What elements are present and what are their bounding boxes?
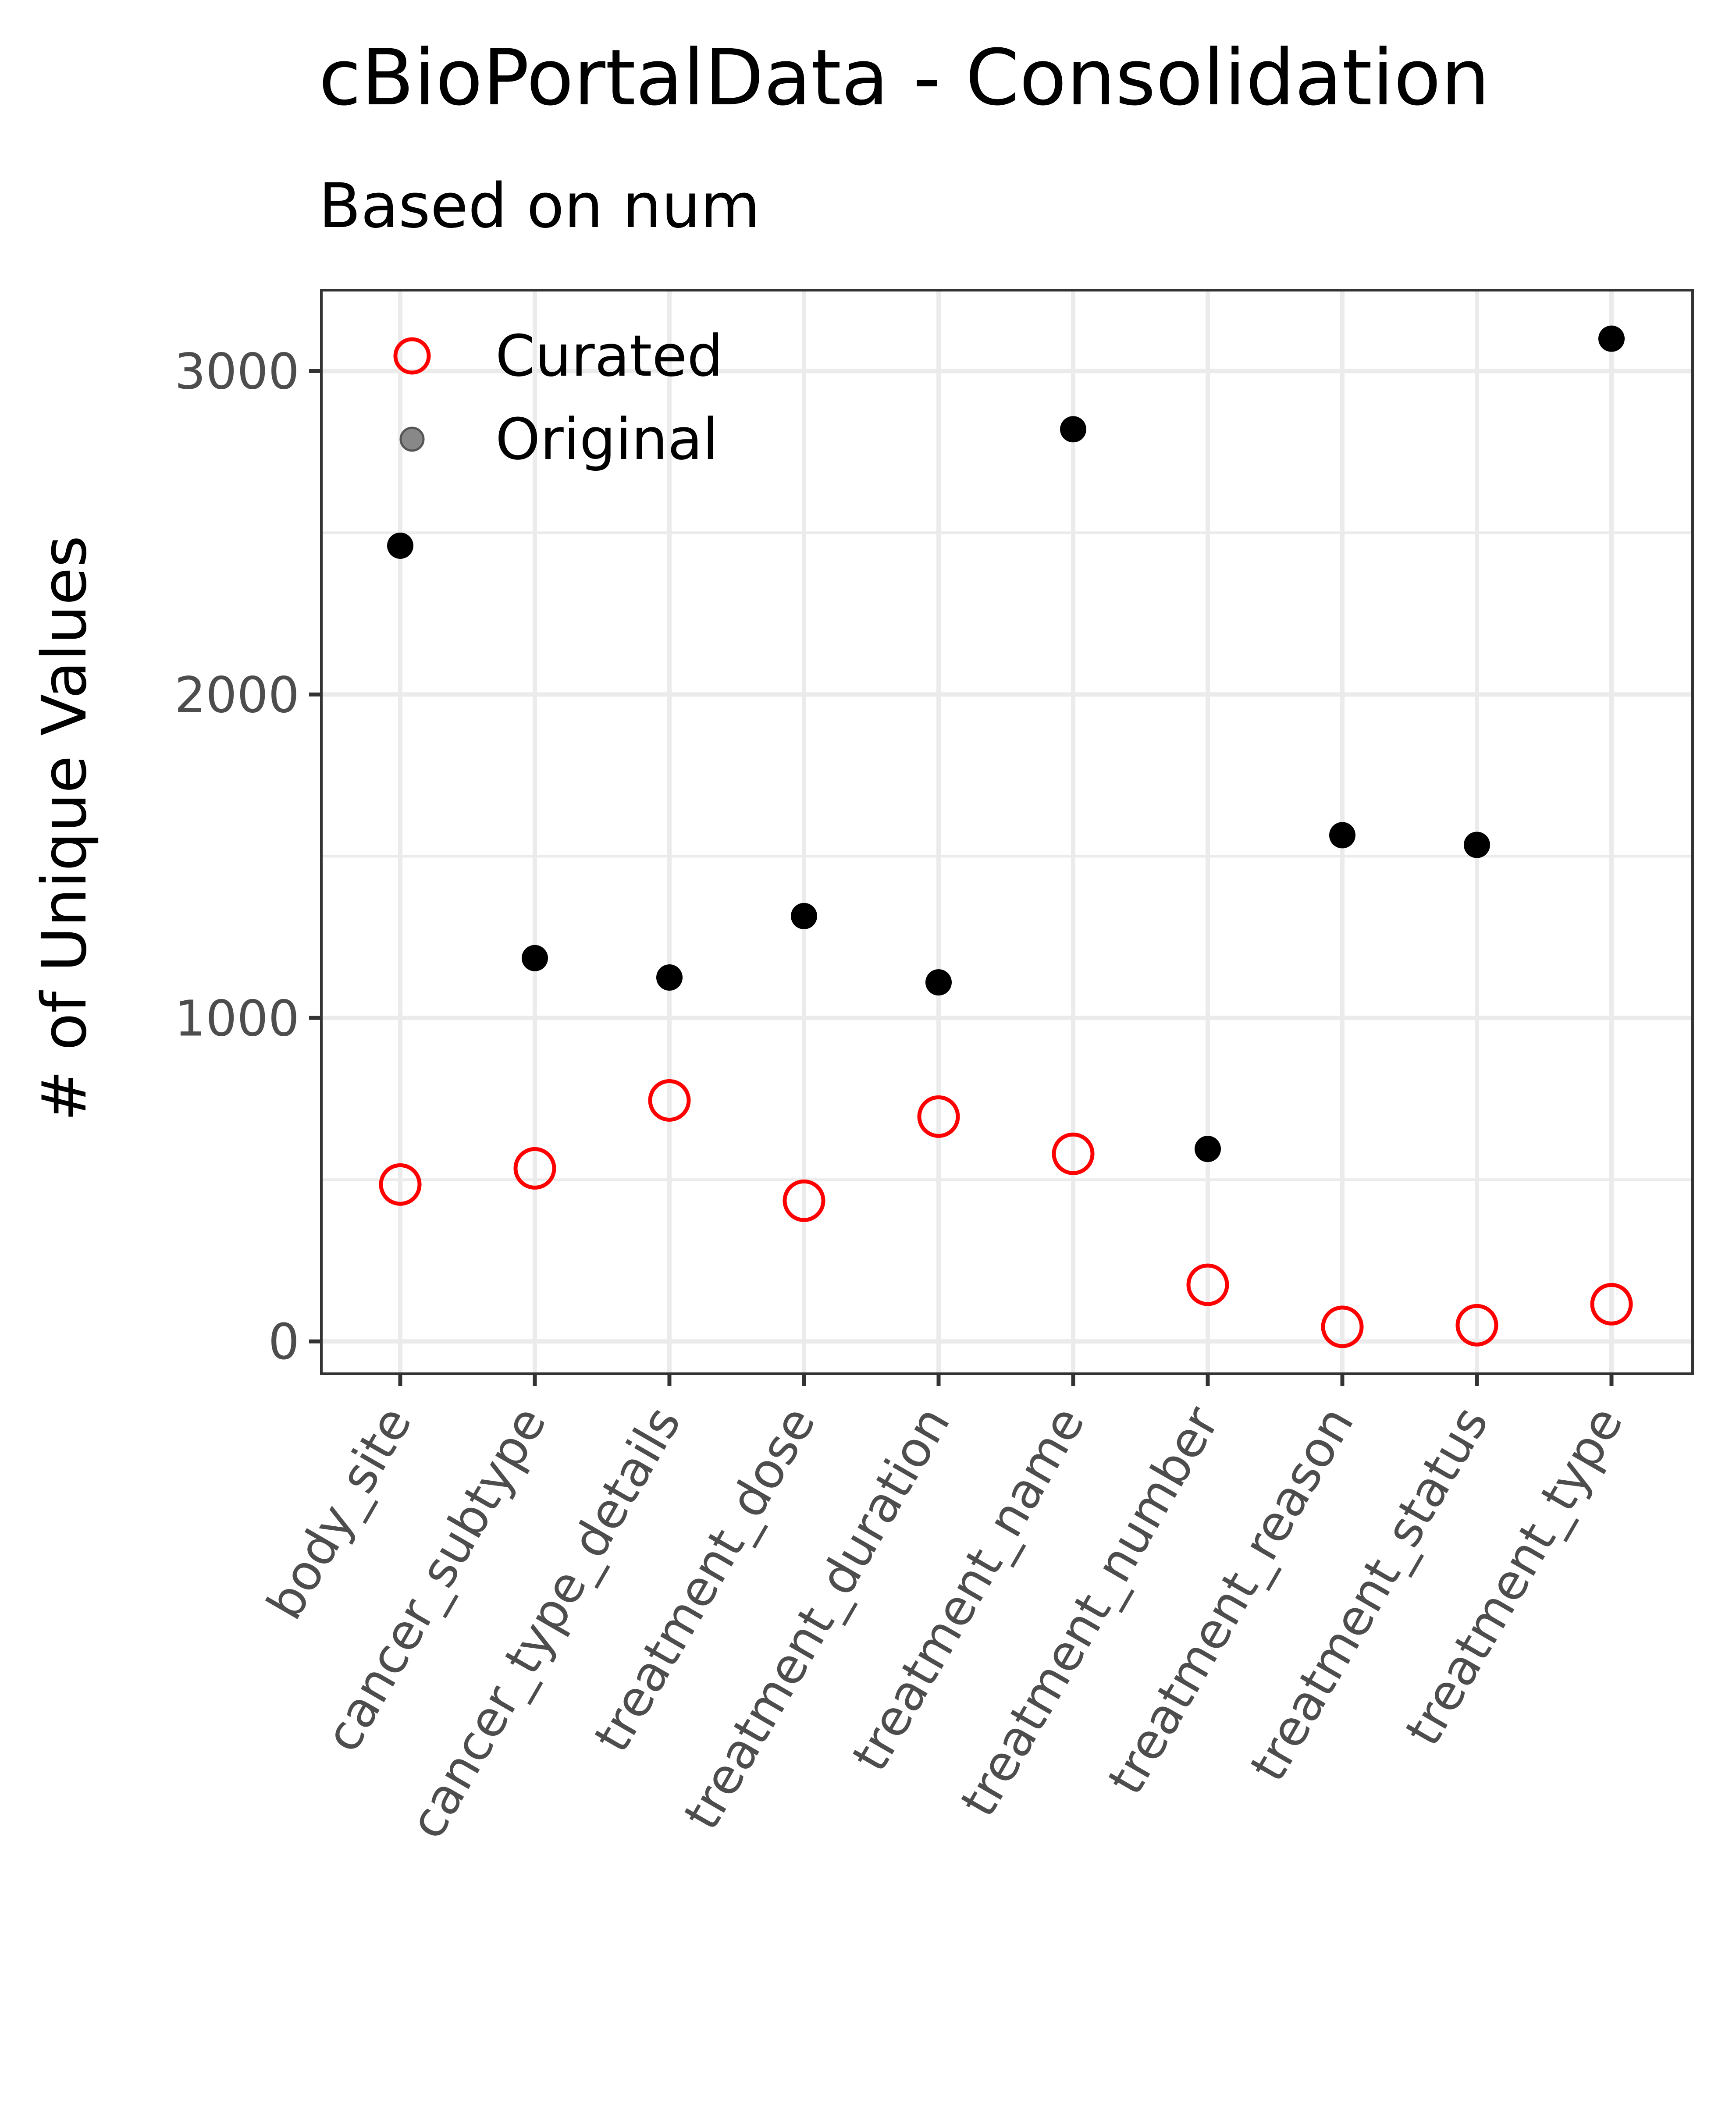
curated-point	[379, 1163, 422, 1206]
curated-point	[917, 1095, 960, 1138]
grid	[321, 290, 1693, 1374]
data-points	[379, 325, 1633, 1348]
original-point	[387, 532, 413, 559]
y-axis: 0 1000 2000 3000	[174, 343, 321, 1371]
legend-curated-key	[393, 337, 431, 375]
x-tick-label: treatment_number	[950, 1397, 1231, 1826]
x-axis: body_sitecancer_subtypecancer_type_detai…	[256, 1374, 1634, 1848]
curated-point	[783, 1179, 825, 1222]
y-tick-label: 2000	[174, 667, 299, 724]
y-tick-label: 1000	[174, 990, 299, 1047]
original-point	[1598, 325, 1625, 352]
original-point	[656, 964, 683, 991]
curated-point	[1052, 1132, 1095, 1175]
original-point	[1464, 832, 1490, 858]
original-point	[791, 903, 817, 929]
y-tick-label: 0	[268, 1314, 299, 1371]
x-tick-label: treatment_duration	[673, 1397, 961, 1839]
legend-curated-label: Curated	[495, 323, 723, 389]
y-axis-label: # of Unique Values	[29, 536, 100, 1122]
original-point	[522, 945, 548, 971]
chart-subtitle: Based on num	[319, 171, 760, 242]
x-tick-label: treatment_status	[1239, 1397, 1500, 1791]
curated-point	[648, 1079, 691, 1122]
original-point	[1060, 416, 1086, 443]
curated-point	[513, 1147, 556, 1190]
plot-panel	[320, 289, 1694, 1375]
original-point	[925, 969, 952, 996]
original-point	[1195, 1136, 1221, 1162]
legend-original-label: Original	[495, 406, 719, 473]
curated-point	[1455, 1304, 1498, 1347]
curated-point	[1590, 1283, 1633, 1326]
curated-point	[1321, 1305, 1364, 1348]
curated-point	[1186, 1263, 1229, 1306]
y-tick-label: 3000	[174, 343, 299, 400]
panel-border	[320, 289, 1694, 1375]
chart-title: cBioPortalData - Consolidation	[319, 33, 1490, 123]
legend-original-key	[399, 426, 425, 452]
legend: Curated Original	[393, 323, 723, 473]
original-point	[1329, 822, 1355, 849]
x-tick-label: treatment_reason	[1097, 1397, 1365, 1804]
